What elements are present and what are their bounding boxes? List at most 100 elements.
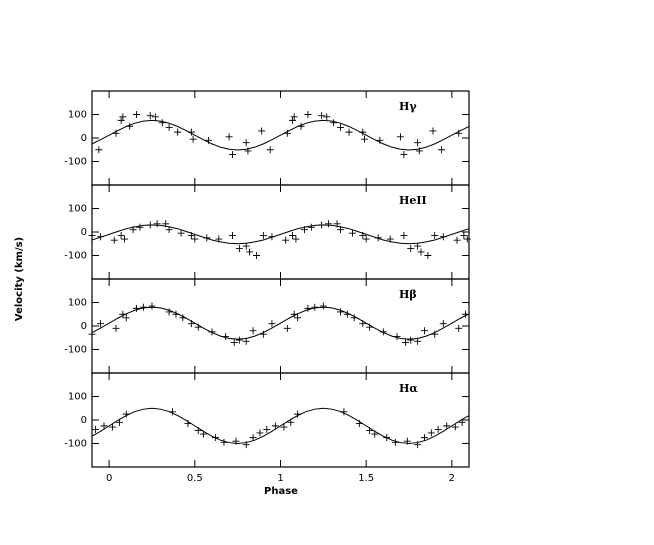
data-point (429, 127, 437, 135)
data-point (263, 425, 271, 433)
y-tick-label: 100 (68, 392, 87, 403)
data-point (438, 146, 446, 154)
data-point (318, 112, 326, 120)
data-point (282, 236, 290, 244)
y-tick-label: 100 (68, 298, 87, 309)
x-tick-label: 2 (449, 473, 455, 484)
data-point (112, 324, 120, 332)
data-point (119, 113, 127, 121)
data-point (420, 434, 428, 442)
data-point (434, 425, 442, 433)
data-point (451, 423, 459, 431)
data-point (307, 223, 315, 231)
data-point (362, 235, 370, 243)
data-point (177, 229, 185, 237)
data-point (336, 308, 344, 316)
data-point (235, 244, 243, 252)
data-point (174, 128, 182, 136)
data-point (348, 229, 356, 237)
data-point (431, 232, 439, 240)
data-point (460, 232, 468, 240)
data-point (88, 330, 96, 338)
data-point (280, 423, 288, 431)
data-point (133, 304, 141, 312)
data-point (249, 327, 257, 335)
data-point (205, 136, 213, 144)
x-tick-label: 1 (277, 473, 283, 484)
data-point (417, 248, 425, 256)
data-point (253, 252, 261, 259)
fit-curve (91, 407, 470, 445)
data-point (258, 127, 266, 135)
data-point (376, 136, 384, 144)
data-point (256, 429, 264, 437)
data-point (189, 135, 197, 143)
data-point (288, 116, 296, 124)
data-point (271, 422, 279, 430)
data-point (304, 111, 312, 118)
fit-curve (91, 224, 470, 245)
y-tick-label: 0 (81, 415, 87, 426)
y-tick-label: -100 (64, 439, 87, 450)
data-point (288, 232, 296, 240)
y-tick-label: -100 (64, 251, 87, 262)
data-point (165, 123, 173, 131)
data-point (225, 133, 233, 141)
x-tick-label: 0.5 (187, 473, 203, 484)
data-point (266, 146, 274, 154)
data-point (336, 123, 344, 131)
data-point (148, 302, 156, 310)
data-point (121, 235, 129, 243)
data-point (109, 423, 117, 431)
data-point (100, 422, 108, 430)
data-point (146, 112, 154, 120)
data-point (292, 235, 300, 243)
data-point (133, 111, 141, 118)
data-point (158, 119, 166, 127)
data-point (396, 133, 404, 141)
data-point (259, 330, 267, 338)
data-point (304, 304, 312, 312)
y-tick-label: 0 (81, 321, 87, 332)
panel-label: Hβ (399, 288, 417, 301)
data-point (246, 248, 254, 256)
data-point (139, 303, 147, 311)
data-point (117, 116, 125, 124)
data-point (259, 232, 267, 240)
data-point (311, 303, 319, 311)
data-point (220, 438, 228, 446)
data-point (323, 113, 331, 121)
panel-label: HeII (399, 194, 427, 207)
data-point (330, 119, 338, 127)
data-point (268, 320, 276, 328)
data-point (165, 308, 173, 316)
data-point (345, 128, 353, 136)
panel-label: Hα (399, 382, 418, 395)
data-point (431, 330, 439, 338)
data-point (191, 235, 199, 243)
y-tick-label: -100 (64, 157, 87, 168)
x-tick-label: 1.5 (358, 473, 374, 484)
data-point (319, 302, 327, 310)
panel-label: Hγ (399, 100, 417, 113)
data-point (95, 146, 103, 154)
data-point (208, 328, 216, 336)
data-point (391, 438, 399, 446)
fit-curve (91, 119, 470, 151)
data-point (463, 235, 471, 243)
data-point (117, 232, 125, 240)
data-point (324, 220, 332, 228)
data-point (407, 336, 415, 344)
data-point (229, 150, 237, 158)
data-point (400, 232, 408, 240)
data-point (407, 244, 415, 252)
data-point (153, 220, 161, 228)
data-point (414, 139, 422, 147)
data-point (453, 236, 461, 244)
data-point (294, 314, 302, 322)
y-tick-label: 100 (68, 110, 87, 121)
x-tick-label: 0 (106, 473, 112, 484)
data-point (455, 324, 463, 332)
data-point (420, 327, 428, 335)
